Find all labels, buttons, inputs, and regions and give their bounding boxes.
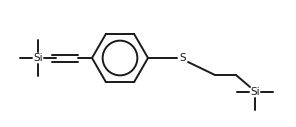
Text: Si: Si bbox=[250, 87, 260, 97]
Text: Si: Si bbox=[33, 53, 43, 63]
Text: S: S bbox=[180, 53, 186, 63]
